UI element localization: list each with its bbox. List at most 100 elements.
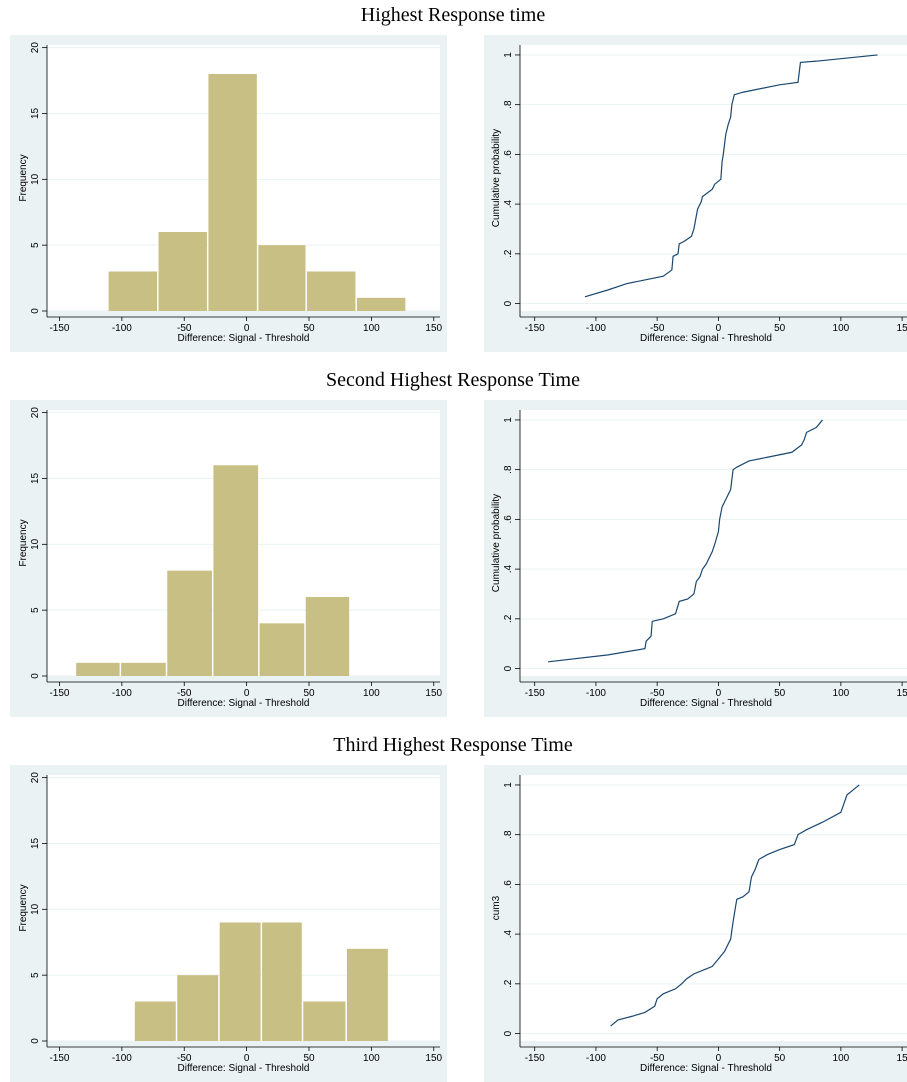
- y-tick-label: 20: [30, 42, 41, 54]
- x-axis-label: Difference: Signal - Threshold: [178, 1063, 310, 1074]
- x-tick-label: -50: [177, 688, 192, 699]
- y-tick-label: .4: [503, 564, 514, 573]
- x-tick-label: -100: [112, 1053, 132, 1064]
- x-tick-label: -100: [112, 688, 132, 699]
- x-tick-label: 100: [363, 688, 380, 699]
- bar: [262, 922, 302, 1041]
- y-tick-label: 5: [30, 607, 41, 613]
- x-tick-label: -50: [650, 323, 665, 334]
- x-tick-label: 0: [244, 323, 250, 334]
- x-tick-label: -100: [586, 1053, 606, 1064]
- y-tick-label: .4: [503, 929, 514, 938]
- x-tick-label: -100: [586, 688, 606, 699]
- y-tick-label: 0: [503, 1030, 514, 1036]
- y-tick-label: .8: [503, 830, 514, 839]
- y-tick-label: .2: [503, 249, 514, 258]
- x-tick-label: -50: [650, 1053, 665, 1064]
- bar: [258, 245, 306, 311]
- plot-area: [520, 775, 907, 1041]
- bar: [121, 662, 166, 676]
- section-title: Highest Response time: [361, 4, 546, 26]
- bar: [219, 922, 261, 1041]
- bar: [76, 662, 120, 676]
- bar: [158, 231, 207, 311]
- y-tick-label: .4: [503, 199, 514, 208]
- bar: [134, 1001, 176, 1041]
- bar: [356, 297, 406, 311]
- y-tick-label: .6: [503, 880, 514, 889]
- bar: [259, 623, 305, 676]
- x-tick-label: -150: [525, 688, 545, 699]
- section-title: Second Highest Response Time: [326, 369, 580, 391]
- y-tick-label: .8: [503, 100, 514, 109]
- x-axis-label: Difference: Signal - Threshold: [640, 698, 772, 709]
- y-tick-label: 1: [503, 52, 514, 58]
- bar: [307, 271, 356, 311]
- x-tick-label: -50: [177, 323, 192, 334]
- x-axis-label: Difference: Signal - Threshold: [640, 1063, 772, 1074]
- x-tick-label: 0: [244, 688, 250, 699]
- x-tick-label: 0: [716, 688, 722, 699]
- y-axis-label: Cumulative probability: [491, 494, 502, 592]
- x-tick-label: 150: [425, 323, 442, 334]
- y-tick-label: 0: [30, 673, 41, 679]
- x-tick-label: -150: [525, 1053, 545, 1064]
- x-tick-label: -50: [650, 688, 665, 699]
- x-tick-label: -150: [49, 688, 69, 699]
- cdf-line: [584, 54, 878, 298]
- y-axis-label: Frequency: [18, 154, 29, 201]
- y-tick-label: 20: [30, 772, 41, 784]
- plot-area: [520, 410, 907, 676]
- x-tick-label: -100: [112, 323, 132, 334]
- y-tick-label: .6: [503, 515, 514, 524]
- x-axis-label: Difference: Signal - Threshold: [178, 333, 310, 344]
- y-tick-label: 5: [30, 242, 41, 248]
- x-axis-label: Difference: Signal - Threshold: [640, 333, 772, 344]
- bar: [346, 948, 388, 1041]
- y-tick-label: 15: [30, 107, 41, 119]
- x-tick-label: 50: [774, 323, 786, 334]
- bar: [108, 271, 158, 311]
- y-tick-label: 15: [30, 837, 41, 849]
- y-tick-label: 0: [30, 1038, 41, 1044]
- y-tick-label: 10: [30, 903, 41, 915]
- x-tick-label: 15: [897, 1053, 907, 1064]
- x-tick-label: -50: [177, 1053, 192, 1064]
- y-axis-label: Cumulative probability: [491, 129, 502, 227]
- x-tick-label: 100: [833, 323, 850, 334]
- y-tick-label: 0: [30, 308, 41, 314]
- x-tick-label: 50: [303, 688, 315, 699]
- x-tick-label: 50: [303, 323, 315, 334]
- x-tick-label: 50: [303, 1053, 315, 1064]
- y-tick-label: 0: [503, 300, 514, 306]
- y-tick-label: 10: [30, 173, 41, 185]
- x-tick-label: 50: [774, 1053, 786, 1064]
- y-axis-label: cum3: [491, 895, 502, 920]
- y-tick-label: 20: [30, 407, 41, 419]
- x-tick-label: 150: [425, 1053, 442, 1064]
- y-tick-label: 0: [503, 665, 514, 671]
- y-axis-label: Frequency: [18, 519, 29, 566]
- plot-area: [520, 45, 907, 311]
- x-tick-label: 100: [363, 323, 380, 334]
- x-axis-label: Difference: Signal - Threshold: [178, 698, 310, 709]
- y-tick-label: .8: [503, 465, 514, 474]
- y-tick-label: 15: [30, 472, 41, 484]
- section-title: Third Highest Response Time: [333, 734, 573, 756]
- x-tick-label: -150: [49, 323, 69, 334]
- bar: [213, 465, 259, 676]
- y-tick-label: .2: [503, 979, 514, 988]
- x-tick-label: 0: [244, 1053, 250, 1064]
- x-tick-label: 100: [363, 1053, 380, 1064]
- y-tick-label: .6: [503, 150, 514, 159]
- cdf-line: [548, 419, 823, 663]
- x-tick-label: -100: [586, 323, 606, 334]
- x-tick-label: 15: [897, 688, 907, 699]
- y-tick-label: 1: [503, 782, 514, 788]
- x-tick-label: 100: [833, 688, 850, 699]
- x-tick-label: -150: [49, 1053, 69, 1064]
- y-tick-label: 1: [503, 417, 514, 423]
- bar: [305, 596, 350, 676]
- bar: [208, 73, 257, 311]
